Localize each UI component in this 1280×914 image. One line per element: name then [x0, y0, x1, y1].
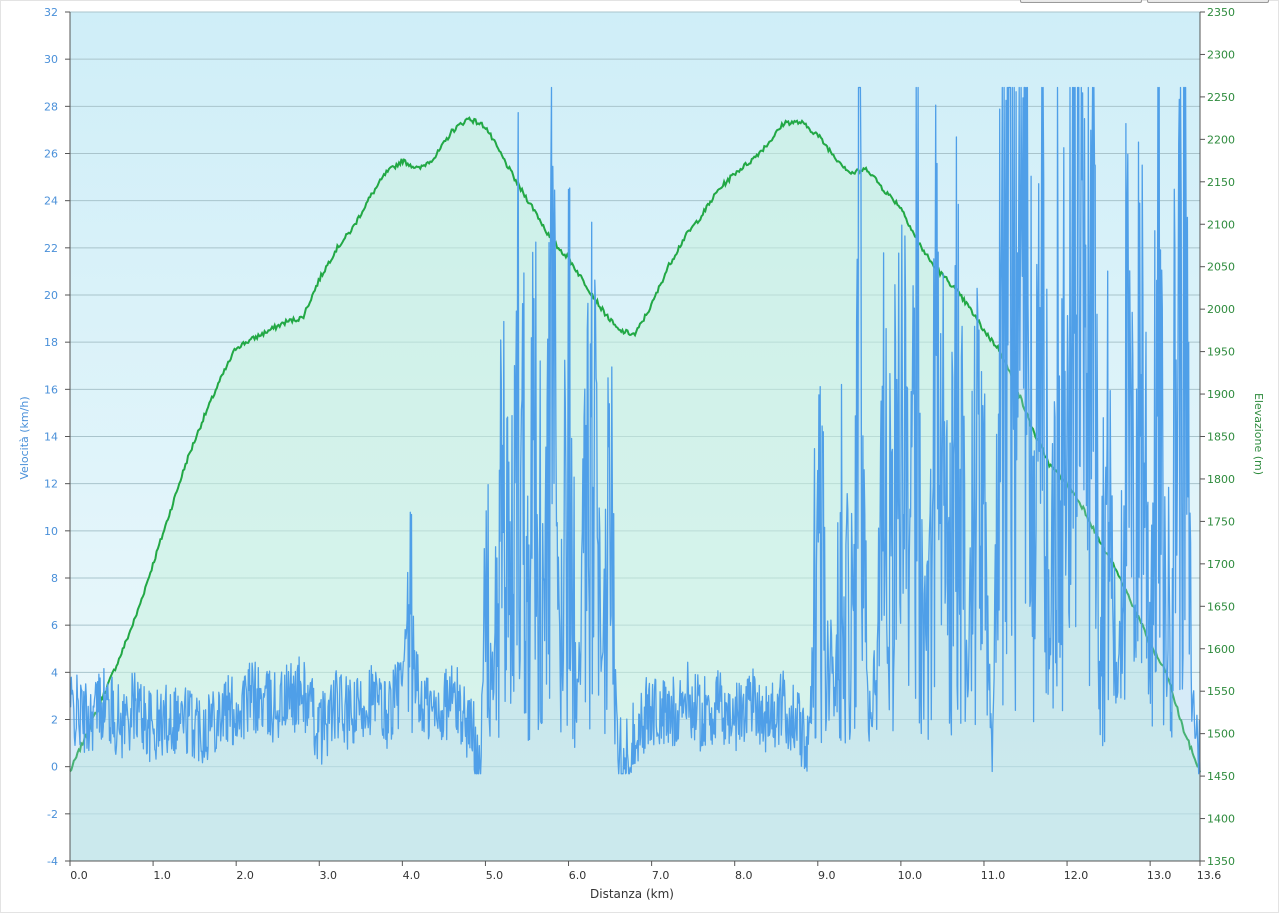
- left-tick-label-9: 14: [44, 431, 58, 444]
- right-tick-label-1: 1400: [1207, 813, 1235, 826]
- right-tick-label-5: 1600: [1207, 643, 1235, 656]
- x-tick-label-3: 3.0: [320, 869, 338, 882]
- left-tick-label-12: 20: [44, 289, 58, 302]
- left-tick-label-0: -4: [47, 855, 58, 868]
- right-tick-label-16: 2150: [1207, 176, 1235, 189]
- x-tick-label-8: 8.0: [735, 869, 753, 882]
- right-tick-label-10: 1850: [1207, 431, 1235, 444]
- right-tick-label-17: 2200: [1207, 133, 1235, 146]
- left-tick-label-17: 30: [44, 53, 58, 66]
- y-axis-right-title: Elevazione (m): [1252, 393, 1265, 475]
- x-tick-label-1: 1.0: [153, 869, 171, 882]
- right-tick-label-20: 2350: [1207, 6, 1235, 19]
- x-tick-label-14: 13.6: [1197, 869, 1222, 882]
- left-tick-label-11: 18: [44, 336, 58, 349]
- right-tick-label-3: 1500: [1207, 728, 1235, 741]
- right-tick-label-9: 1800: [1207, 473, 1235, 486]
- left-tick-label-4: 4: [51, 666, 58, 679]
- top-control-button-2[interactable]: [1147, 0, 1269, 3]
- x-tick-label-13: 13.0: [1147, 869, 1172, 882]
- left-tick-label-7: 10: [44, 525, 58, 538]
- right-tick-label-18: 2250: [1207, 91, 1235, 104]
- y-axis-left-title: Velocità (km/h): [18, 396, 31, 479]
- right-tick-label-2: 1450: [1207, 770, 1235, 783]
- left-tick-label-1: -2: [47, 808, 58, 821]
- x-tick-label-12: 12.0: [1064, 869, 1089, 882]
- right-tick-label-14: 2050: [1207, 261, 1235, 274]
- x-tick-label-7: 7.0: [652, 869, 670, 882]
- x-axis-ticks: 0.0 1.0 2.0 3.0 4.0 5.0 6.0 7.0 8.0 9.0 10.0 11.0 12…: [69, 861, 1222, 882]
- x-tick-label-11: 11.0: [981, 869, 1006, 882]
- right-tick-label-19: 2300: [1207, 48, 1235, 61]
- x-tick-label-4: 4.0: [403, 869, 421, 882]
- left-tick-label-14: 24: [44, 195, 58, 208]
- right-tick-label-13: 2000: [1207, 303, 1235, 316]
- left-tick-label-6: 8: [51, 572, 58, 585]
- x-tick-label-2: 2.0: [236, 869, 254, 882]
- speed-line: [69, 86, 1201, 775]
- right-tick-label-15: 2100: [1207, 218, 1235, 231]
- left-tick-label-8: 12: [44, 478, 58, 491]
- x-tick-label-9: 9.0: [818, 869, 836, 882]
- right-axis-ticks: 1350 1400 1450 1500 1550 1600 1650 1700 1750 1800…: [1200, 6, 1235, 868]
- right-tick-label-0: 1350: [1207, 855, 1235, 868]
- right-tick-label-11: 1900: [1207, 388, 1235, 401]
- x-tick-label-6: 6.0: [569, 869, 587, 882]
- speed-series-group: [69, 86, 1201, 861]
- left-tick-label-18: 32: [44, 6, 58, 19]
- left-tick-label-5: 6: [51, 619, 58, 632]
- top-control-button-1[interactable]: [1020, 0, 1142, 3]
- left-tick-label-15: 26: [44, 148, 58, 161]
- x-axis-title: Distanza (km): [590, 887, 674, 901]
- left-tick-label-16: 28: [44, 100, 58, 113]
- x-tick-label-5: 5.0: [486, 869, 504, 882]
- right-tick-label-4: 1550: [1207, 685, 1235, 698]
- right-tick-label-7: 1700: [1207, 558, 1235, 571]
- x-tick-label-10: 10.0: [898, 869, 923, 882]
- right-tick-label-6: 1650: [1207, 600, 1235, 613]
- left-tick-label-2: 0: [51, 761, 58, 774]
- left-tick-label-10: 16: [44, 383, 58, 396]
- right-tick-label-12: 1950: [1207, 346, 1235, 359]
- x-tick-label-0: 0.0: [70, 869, 88, 882]
- right-tick-label-8: 1750: [1207, 515, 1235, 528]
- left-tick-label-3: 2: [51, 714, 58, 727]
- left-tick-label-13: 22: [44, 242, 58, 255]
